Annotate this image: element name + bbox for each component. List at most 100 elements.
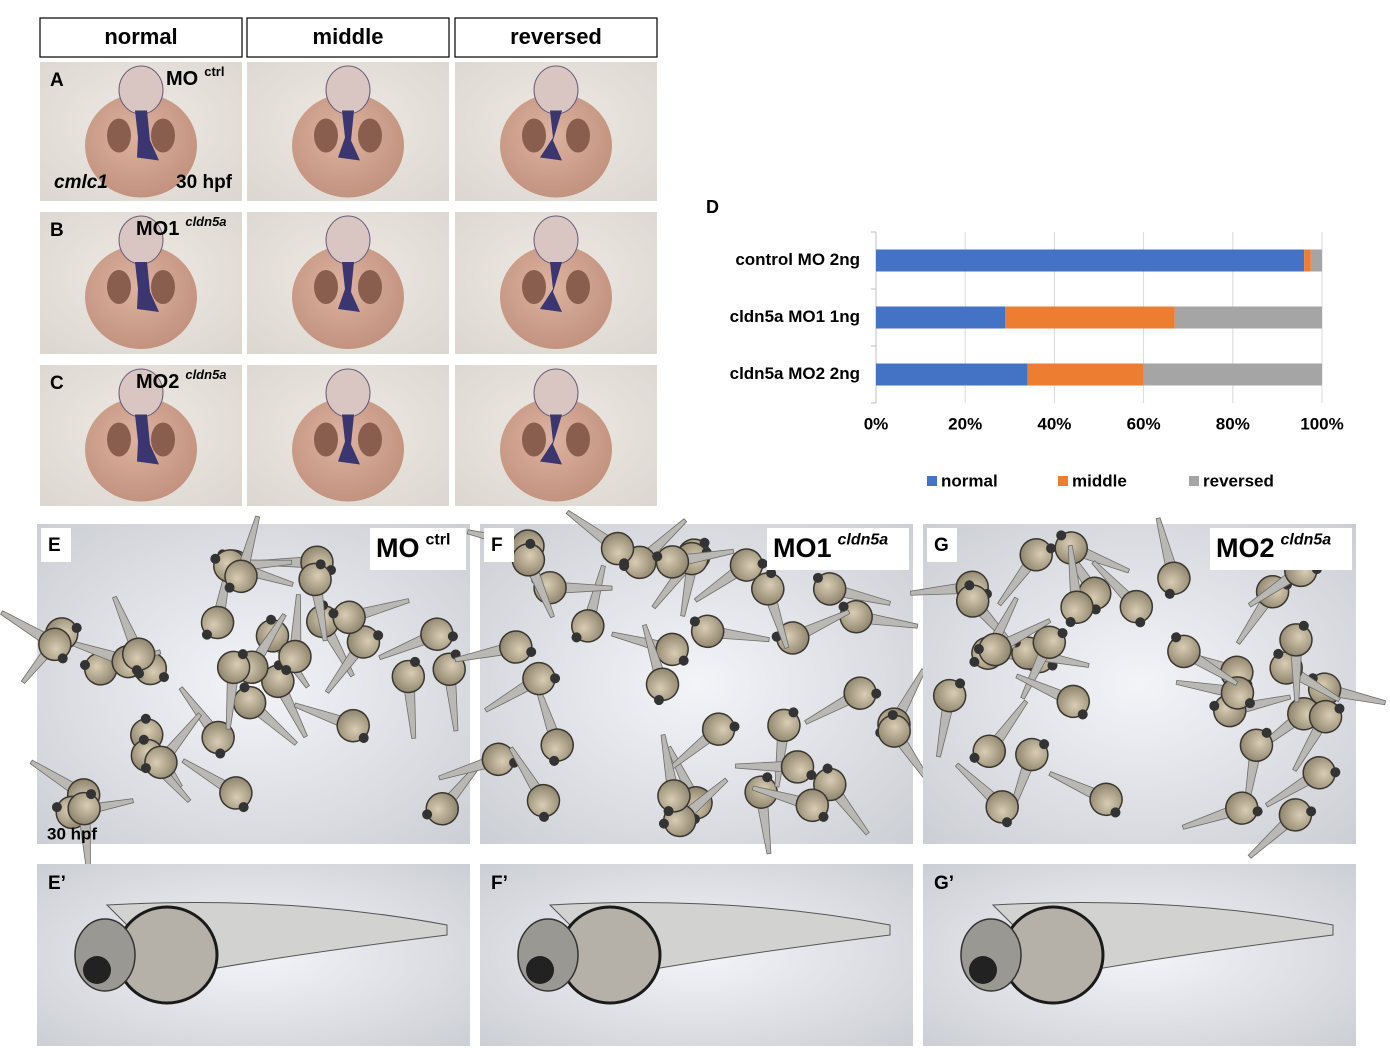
- embryo: [657, 734, 691, 817]
- label-box: [927, 528, 957, 562]
- embryo-eye: [762, 772, 773, 783]
- treatment-name: MO1: [136, 218, 179, 240]
- embryo-eye: [1056, 530, 1067, 541]
- label-box: [1210, 528, 1352, 570]
- embryo-eye: [80, 659, 91, 670]
- embryo-yolk: [391, 659, 426, 694]
- embryo-eye: [315, 559, 326, 570]
- embryo: [1091, 560, 1154, 628]
- bar-segment: [1143, 363, 1322, 386]
- embryo: [422, 759, 484, 826]
- x-tick-label: 0%: [864, 414, 889, 433]
- embryo-eye: [653, 695, 664, 706]
- embryo-eye: [422, 809, 433, 820]
- heart-stain: [540, 414, 562, 465]
- embryo: [838, 599, 919, 634]
- x-tick-label: 40%: [1037, 414, 1071, 433]
- embryo: [508, 746, 561, 822]
- embryo-yolk: [121, 637, 156, 671]
- embryo-yolk: [1302, 756, 1336, 790]
- embryo-eye: [1039, 739, 1050, 750]
- embryo: [877, 709, 932, 784]
- embryo-eye: [806, 770, 817, 781]
- treatment-label: MO ctrl: [376, 532, 450, 563]
- embryo-yolk: [500, 245, 612, 349]
- category-label: cldn5a MO2 2ng: [730, 364, 860, 383]
- embryo-yolk: [657, 779, 691, 813]
- embryo: [232, 682, 298, 746]
- embryo-head: [118, 65, 164, 115]
- treatment-superscript: cldn5a: [185, 367, 226, 382]
- embryo-eye: [619, 558, 630, 569]
- embryo-eye: [812, 572, 823, 583]
- embryo-eye: [266, 614, 277, 625]
- embryo-eye: [1110, 807, 1121, 818]
- legend-label: reversed: [1203, 471, 1274, 490]
- closeup-label: E’: [48, 873, 66, 894]
- column-header: middle: [313, 24, 384, 49]
- eye: [107, 118, 131, 153]
- embryo: [565, 509, 635, 569]
- heart-stain: [338, 262, 360, 312]
- embryo: [997, 538, 1056, 607]
- bar-segment: [876, 306, 1006, 329]
- eye: [151, 270, 175, 304]
- larva-eye: [969, 956, 997, 984]
- embryo: [969, 699, 1029, 769]
- x-tick-label: 100%: [1300, 414, 1343, 433]
- embryo: [1155, 517, 1191, 599]
- embryo-yolk: [655, 545, 690, 579]
- embryo: [611, 631, 689, 667]
- embryo-yolk: [978, 632, 1012, 667]
- label-box: [767, 528, 909, 570]
- embryo-eye: [281, 665, 292, 676]
- embryo-eye: [447, 631, 458, 642]
- embryo: [293, 702, 370, 743]
- embryo: [652, 545, 735, 579]
- embryo: [668, 712, 740, 771]
- embryo-yolk: [751, 572, 785, 606]
- embryo-eye: [410, 656, 421, 667]
- treatment-superscript: cldn5a: [185, 214, 226, 229]
- embryo-eye: [871, 688, 882, 699]
- embryo-eye: [973, 644, 984, 655]
- embryo: [1292, 699, 1345, 772]
- embryo: [328, 598, 410, 635]
- embryo-yolk: [1308, 699, 1343, 734]
- treatment-label: MO1 cldn5a: [773, 532, 888, 563]
- embryo-eye: [550, 673, 561, 684]
- embryo-head: [325, 215, 371, 265]
- embryo-eye: [201, 629, 212, 640]
- embryo-eye: [239, 682, 250, 693]
- bar-segment: [1027, 363, 1144, 386]
- eye: [358, 422, 382, 457]
- embryo-eye: [238, 802, 249, 813]
- embryo-eye: [138, 734, 149, 745]
- embryo: [1175, 676, 1255, 710]
- embryo-yolk: [298, 562, 332, 597]
- embryo: [804, 676, 882, 725]
- embryo-yolk: [701, 712, 736, 746]
- embryo-eye: [571, 632, 582, 643]
- embryo-eye: [678, 655, 689, 666]
- embryo-eye: [1171, 632, 1182, 643]
- embryo-eye: [86, 789, 97, 800]
- embryo-yolk: [144, 745, 178, 780]
- embryo-yolk: [1089, 782, 1123, 817]
- label-box: [370, 528, 466, 570]
- panel-label: B: [50, 220, 64, 241]
- embryo: [1239, 727, 1274, 808]
- embryo-eye: [1330, 767, 1341, 778]
- embryo-eye: [1164, 588, 1175, 599]
- panel-label: D: [706, 197, 719, 217]
- embryo-head: [325, 368, 371, 418]
- embryo-yolk: [522, 661, 556, 696]
- embryo-yolk: [1167, 634, 1201, 669]
- embryo-eye: [1057, 628, 1068, 639]
- treatment-label: MO2 cldn5a: [136, 367, 227, 393]
- embryo-yolk: [38, 627, 72, 662]
- embryo-eye: [358, 732, 369, 743]
- embryo-eye: [1261, 727, 1272, 738]
- embryo-yolk: [500, 93, 612, 198]
